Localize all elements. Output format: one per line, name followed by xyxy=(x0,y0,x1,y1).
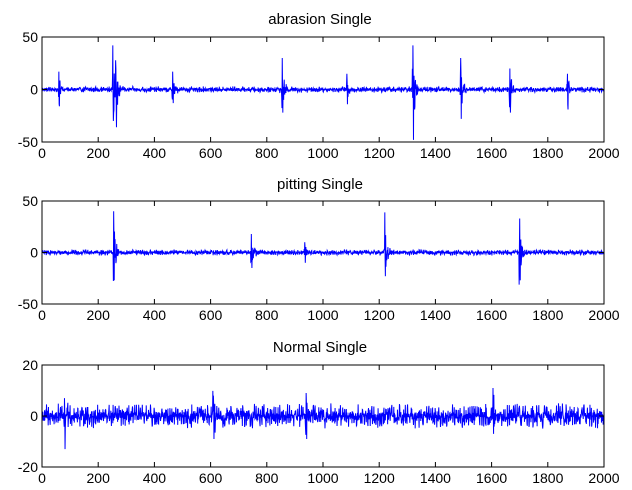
x-tick-label: 1600 xyxy=(476,470,507,486)
chart-title: abrasion Single xyxy=(268,11,371,28)
x-tick-label: 200 xyxy=(87,470,111,486)
x-tick-label: 2000 xyxy=(588,307,619,323)
x-tick-label: 600 xyxy=(199,145,223,161)
x-tick-label: 1000 xyxy=(307,145,338,161)
y-tick-label: -50 xyxy=(18,134,38,150)
x-tick-label: 600 xyxy=(199,470,223,486)
x-tick-label: 600 xyxy=(199,307,223,323)
x-tick-label: 1800 xyxy=(532,470,563,486)
x-tick-label: 1200 xyxy=(364,145,395,161)
x-tick-label: 0 xyxy=(38,470,46,486)
x-tick-label: 1200 xyxy=(364,470,395,486)
x-tick-label: 0 xyxy=(38,307,46,323)
x-tick-label: 200 xyxy=(87,145,111,161)
x-tick-label: 0 xyxy=(38,145,46,161)
x-ticks: 0 200 400 600 800 1000 1200 1400 1600 1800 2000 xyxy=(38,37,620,161)
y-tick-label: 0 xyxy=(30,82,38,98)
y-tick-label: -50 xyxy=(18,296,38,312)
x-tick-label: 1000 xyxy=(307,307,338,323)
x-tick-label: 400 xyxy=(143,307,167,323)
y-ticks: -20 0 20 xyxy=(18,357,604,475)
panel-pitting: pitting Single 0 200 400 600 800 1000 1200 1400… xyxy=(18,176,620,323)
x-ticks: 0 200 400 600 800 1000 1200 1400 1600 1800 2000 xyxy=(38,201,620,323)
x-tick-label: 1200 xyxy=(364,307,395,323)
panel-abrasion: abrasion Single 0 200 400 600 800 1000 1200 140… xyxy=(18,11,620,161)
x-tick-label: 400 xyxy=(143,470,167,486)
y-tick-label: -20 xyxy=(18,459,38,475)
x-tick-label: 400 xyxy=(143,145,167,161)
signal-line xyxy=(41,45,605,140)
y-tick-label: 50 xyxy=(22,29,38,45)
x-tick-label: 1400 xyxy=(420,470,451,486)
y-ticks: -50 0 50 xyxy=(18,29,604,150)
y-ticks: -50 0 50 xyxy=(18,193,604,312)
x-ticks: 0 200 400 600 800 1000 1200 1400 1600 1800 2000 xyxy=(38,365,620,486)
x-tick-label: 1400 xyxy=(420,145,451,161)
y-tick-label: 50 xyxy=(22,193,38,209)
panel-normal: Normal Single 0 200 400 600 800 1000 1200 1400 1… xyxy=(18,339,620,486)
chart-title: Normal Single xyxy=(273,339,367,356)
x-tick-label: 2000 xyxy=(588,145,619,161)
y-tick-label: 0 xyxy=(30,408,38,424)
y-tick-label: 0 xyxy=(30,245,38,261)
chart-title: pitting Single xyxy=(277,176,363,193)
y-tick-label: 20 xyxy=(22,357,38,373)
x-tick-label: 1800 xyxy=(532,145,563,161)
x-tick-label: 1600 xyxy=(476,307,507,323)
x-tick-label: 1800 xyxy=(532,307,563,323)
x-tick-label: 2000 xyxy=(588,470,619,486)
signal-line xyxy=(41,387,605,450)
x-tick-label: 1600 xyxy=(476,145,507,161)
x-tick-label: 800 xyxy=(255,307,279,323)
signal-line xyxy=(41,211,605,285)
x-tick-label: 800 xyxy=(255,470,279,486)
x-tick-label: 1000 xyxy=(307,470,338,486)
x-tick-label: 1400 xyxy=(420,307,451,323)
x-tick-label: 200 xyxy=(87,307,111,323)
x-tick-label: 800 xyxy=(255,145,279,161)
